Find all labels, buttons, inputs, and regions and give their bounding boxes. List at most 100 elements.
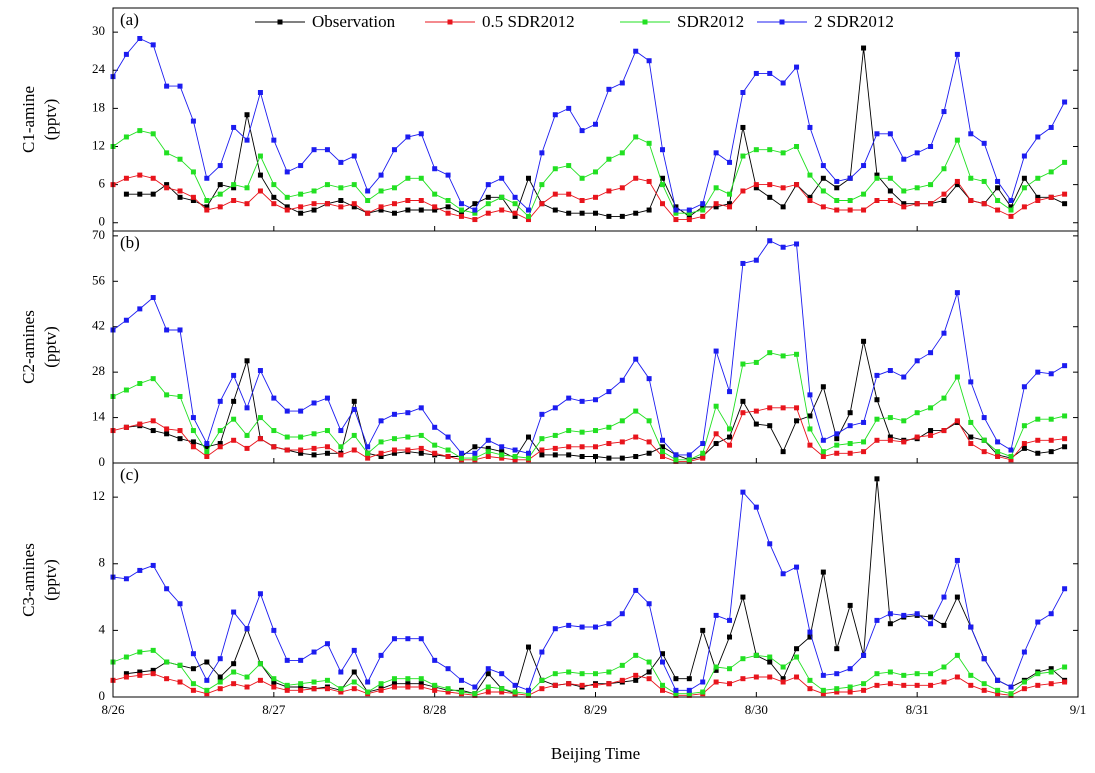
data-point — [1035, 175, 1041, 181]
data-point — [901, 204, 907, 210]
data-point — [1062, 191, 1068, 197]
x-tick-label: 8/29 — [584, 702, 607, 717]
data-point — [941, 679, 947, 685]
data-point — [941, 664, 947, 670]
data-point — [257, 188, 263, 194]
data-point — [472, 217, 478, 223]
data-point — [579, 398, 585, 404]
data-point — [284, 169, 290, 175]
data-point — [150, 647, 156, 653]
data-point — [539, 436, 545, 442]
data-point — [525, 450, 531, 456]
data-point — [686, 691, 692, 697]
y-tick-label: 4 — [99, 621, 106, 636]
data-point — [780, 676, 786, 682]
data-point — [753, 182, 759, 188]
data-point — [686, 210, 692, 216]
data-point — [298, 204, 304, 210]
data-point — [780, 449, 786, 455]
data-point — [700, 201, 706, 207]
data-point — [150, 191, 156, 197]
x-tick-label: 9/1 — [1070, 702, 1087, 717]
data-point — [700, 679, 706, 685]
data-point — [257, 172, 263, 178]
data-point — [539, 182, 545, 188]
data-point — [445, 447, 451, 453]
data-point — [713, 204, 719, 210]
data-point — [190, 428, 196, 434]
data-point — [646, 58, 652, 64]
data-point — [1062, 99, 1068, 105]
data-point — [660, 454, 666, 460]
data-point — [807, 172, 813, 178]
data-point — [217, 444, 223, 450]
data-point — [619, 439, 625, 445]
data-point — [150, 667, 156, 673]
data-point — [1008, 207, 1014, 213]
data-point — [365, 450, 371, 456]
data-point — [552, 445, 558, 451]
data-point — [177, 679, 183, 685]
data-point — [190, 666, 196, 672]
data-point — [646, 418, 652, 424]
data-point — [244, 684, 250, 690]
data-point — [633, 210, 639, 216]
data-point — [807, 198, 813, 204]
data-point — [606, 389, 612, 395]
data-point — [740, 188, 746, 194]
data-point — [418, 405, 424, 411]
data-point — [391, 147, 397, 153]
data-point — [378, 172, 384, 178]
data-point — [1008, 204, 1014, 210]
data-point — [820, 204, 826, 210]
data-point — [847, 684, 853, 690]
data-point — [995, 449, 1001, 455]
data-point — [981, 178, 987, 184]
data-point — [566, 428, 572, 434]
data-point — [954, 557, 960, 563]
data-point — [713, 185, 719, 191]
data-point — [485, 449, 491, 455]
data-point — [566, 395, 572, 401]
data-point — [123, 424, 129, 430]
data-point — [324, 450, 330, 456]
data-point — [700, 204, 706, 210]
data-point — [780, 185, 786, 191]
data-point — [1062, 664, 1068, 670]
data-point — [954, 178, 960, 184]
data-point — [954, 290, 960, 296]
data-point — [713, 150, 719, 156]
data-point — [928, 682, 934, 688]
data-point — [231, 372, 237, 378]
data-point — [914, 150, 920, 156]
data-point — [311, 147, 317, 153]
data-point — [633, 48, 639, 54]
data-point — [1021, 204, 1027, 210]
data-point — [673, 204, 679, 210]
data-point — [1021, 153, 1027, 159]
data-point — [378, 687, 384, 693]
data-point — [995, 691, 1001, 697]
x-tick-label: 8/31 — [906, 702, 929, 717]
data-point — [351, 669, 357, 675]
data-point — [700, 450, 706, 456]
data-point — [432, 204, 438, 210]
data-point — [1008, 457, 1014, 463]
data-point — [123, 674, 129, 680]
data-point — [686, 452, 692, 458]
data-point — [432, 450, 438, 456]
data-point — [861, 681, 867, 687]
data-point — [231, 669, 237, 675]
data-point — [593, 454, 598, 460]
data-point — [847, 450, 853, 456]
data-point — [391, 436, 397, 442]
data-point — [164, 586, 170, 592]
data-point — [834, 178, 840, 184]
data-point — [217, 441, 223, 447]
data-point — [834, 450, 840, 456]
data-point — [1021, 441, 1027, 447]
data-point — [660, 687, 666, 693]
data-point — [405, 684, 411, 690]
data-point — [847, 666, 853, 672]
data-point — [552, 191, 558, 197]
